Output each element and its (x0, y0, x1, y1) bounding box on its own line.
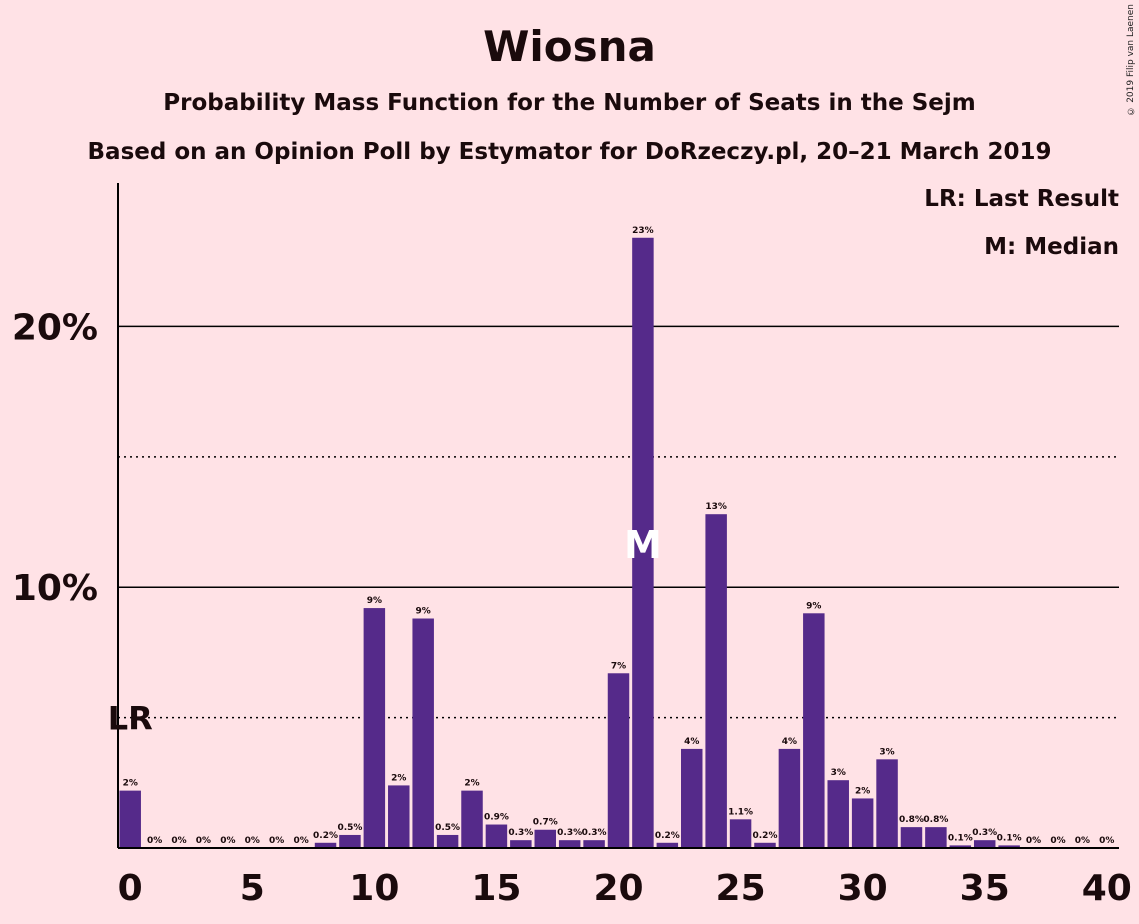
bar (998, 845, 1020, 848)
bar (754, 842, 776, 848)
bar-value-label: 2% (391, 773, 406, 783)
bar-value-label: 2% (464, 779, 479, 789)
bar (558, 840, 581, 848)
bar-value-label: 9% (416, 607, 431, 617)
x-tick-label: 10 (349, 868, 399, 909)
bar (632, 237, 654, 848)
bar-value-label: 0.2% (753, 831, 778, 841)
bar (851, 798, 874, 848)
bar-value-label: 0% (245, 836, 260, 846)
bar-value-label: 0% (171, 836, 186, 846)
bar-value-label: 0% (1099, 836, 1114, 846)
y-tick-label: 10% (12, 568, 98, 609)
bar (314, 842, 337, 848)
bar-value-label: 0.2% (655, 831, 680, 841)
bar (925, 827, 947, 848)
chart-subtitle: Probability Mass Function for the Number… (163, 90, 976, 116)
bar-value-label: 0.3% (582, 828, 607, 838)
y-tick-label: 20% (12, 307, 98, 348)
bar-value-label: 3% (879, 747, 894, 757)
x-tick-label: 30 (838, 868, 888, 909)
bar-value-label: 0.1% (997, 833, 1022, 843)
bar (973, 840, 996, 848)
bar (656, 842, 679, 848)
bar (363, 608, 386, 848)
x-tick-label: 0 (118, 868, 143, 909)
axes: 10% 20% 0 5 10 15 20 25 30 35 40 (12, 183, 1132, 909)
bar (778, 748, 801, 848)
bar-value-label: 0% (1026, 836, 1041, 846)
bar-value-label: 1.1% (728, 807, 753, 817)
bar-value-label: 0% (1075, 836, 1090, 846)
bar (681, 748, 703, 848)
bar-value-label: 0.5% (435, 823, 460, 833)
bar (485, 824, 508, 848)
bar (388, 785, 410, 848)
bar-value-label: 4% (684, 737, 699, 747)
bar-value-label: 0.3% (972, 828, 997, 838)
bar-value-label: 0% (269, 836, 284, 846)
bar (119, 790, 141, 848)
bar (461, 790, 483, 848)
last-result-marker: LR (108, 700, 153, 738)
median-marker: M (624, 523, 662, 567)
chart-title: Wiosna (483, 22, 656, 71)
bar-value-label: 0% (147, 836, 162, 846)
bar (803, 613, 825, 848)
bar (534, 829, 556, 848)
bar-value-label: 0% (293, 836, 308, 846)
x-tick-label: 5 (240, 868, 265, 909)
bar-value-label: 0.9% (484, 813, 509, 823)
bar (705, 514, 727, 848)
bar-value-label: 2% (855, 786, 870, 796)
x-tick-label: 40 (1082, 868, 1132, 909)
legend-median: M: Median (984, 234, 1119, 260)
bar-value-label: 0.5% (337, 823, 362, 833)
bar-value-label: 3% (831, 768, 846, 778)
bars: 2%0% 0% 0% 0% 0% 0% 0%0.2%0.5%9%2%9%0.5%2%0.9%… (119, 226, 1114, 848)
bar-value-label: 2% (123, 779, 138, 789)
bar-value-label: 9% (806, 601, 821, 611)
bar-value-label: 0.2% (313, 831, 338, 841)
bar (827, 780, 849, 848)
chart-source: Based on an Opinion Poll by Estymator fo… (87, 139, 1052, 165)
x-tick-label: 25 (716, 868, 766, 909)
bar (949, 845, 972, 848)
bar-value-label: 13% (705, 502, 727, 512)
bar-value-label: 0.8% (923, 815, 948, 825)
bar (900, 827, 923, 848)
bar-value-label: 7% (611, 661, 626, 671)
bar-value-label: 23% (632, 226, 654, 236)
bar (339, 834, 361, 848)
bar-value-label: 0% (1050, 836, 1065, 846)
bar-value-label: 0.1% (948, 833, 973, 843)
bar-value-label: 0% (220, 836, 235, 846)
bar (876, 759, 898, 848)
bar (607, 673, 630, 848)
bar-value-label: 9% (367, 596, 382, 606)
bar (729, 819, 752, 848)
x-tick-label: 20 (593, 868, 643, 909)
bar (412, 618, 434, 848)
bar (583, 840, 605, 848)
bar-value-label: 4% (782, 737, 797, 747)
markers: M LR (108, 523, 662, 738)
bar-value-label: 0% (196, 836, 211, 846)
bar (436, 834, 459, 848)
grid-lines (118, 325, 1119, 719)
bar (510, 840, 532, 848)
legend-last-result: LR: Last Result (924, 186, 1119, 212)
bar-value-label: 0.3% (557, 828, 582, 838)
x-tick-label: 15 (471, 868, 521, 909)
x-tick-label: 35 (960, 868, 1010, 909)
bar-value-label: 0.3% (508, 828, 533, 838)
bar-value-label: 0.7% (533, 818, 558, 828)
bar-value-label: 0.8% (899, 815, 924, 825)
